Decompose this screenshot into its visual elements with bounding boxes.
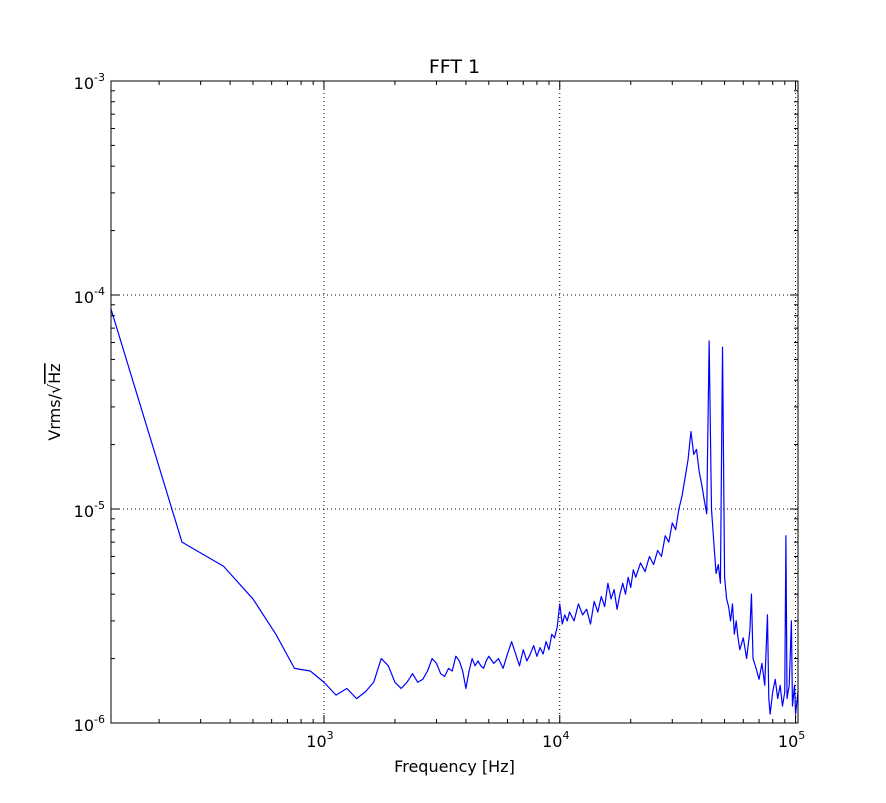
y-tick-label: 10-6 (74, 713, 105, 735)
svg-text:Vrms/√Hz: Vrms/√Hz (45, 363, 64, 440)
y-axis-label-unit: Hz (45, 363, 64, 383)
plot-area-frame (110, 80, 799, 724)
tick-layer: 103 104 105 10-6 10-5 10-4 10-3 (74, 71, 806, 751)
y-tick-label: 10-5 (74, 499, 105, 521)
line-layer (110, 308, 799, 715)
y-tick-label: 10-3 (74, 71, 105, 93)
x-tick-label: 103 (306, 729, 333, 751)
y-axis-label-prefix: Vrms/ (45, 393, 64, 440)
grid-layer (111, 81, 798, 723)
x-axis-label: Frequency [Hz] (394, 757, 515, 776)
sqrt-symbol: √ (45, 383, 64, 394)
x-tick-label: 105 (778, 729, 805, 751)
y-axis-label: Vrms/√Hz (45, 363, 64, 440)
y-tick-label: 10-4 (74, 285, 105, 307)
x-tick-label: 104 (542, 729, 569, 751)
chart-title: FFT 1 (429, 56, 480, 78)
spectrum-line (110, 308, 799, 715)
